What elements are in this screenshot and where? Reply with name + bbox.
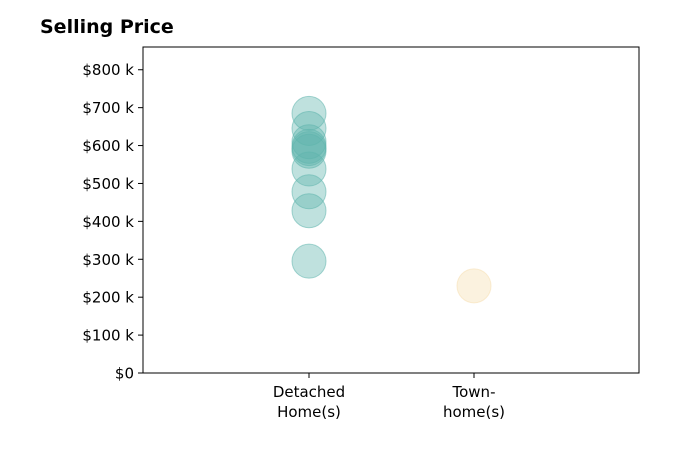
y-tick-label: $0 (115, 365, 134, 383)
x-tick-label: Detached (273, 383, 345, 401)
y-tick-label: $400 k (82, 213, 134, 231)
data-point (291, 124, 327, 160)
data-point (291, 174, 327, 210)
y-tick-label: $500 k (82, 175, 134, 193)
x-tick-label: Home(s) (277, 403, 341, 421)
y-tick-label: $100 k (82, 327, 134, 345)
y-tick-label: $600 k (82, 137, 134, 155)
y-tick-label: $200 k (82, 289, 134, 307)
y-tick-label: $300 k (82, 251, 134, 269)
y-tick-label: $700 k (82, 99, 134, 117)
data-point (291, 133, 327, 169)
y-tick-label: $800 k (82, 61, 134, 79)
plot-frame (142, 46, 640, 374)
x-tick-label: home(s) (443, 403, 505, 421)
x-tick-label: Town- (452, 383, 496, 401)
data-point (291, 243, 327, 279)
x-axis: Detached Home(s) Town-home(s) (273, 373, 505, 421)
data-points (291, 95, 492, 304)
data-point (291, 193, 327, 229)
data-point (456, 268, 492, 304)
chart-title: Selling Price (40, 16, 174, 38)
data-point (291, 95, 327, 131)
y-axis: $0 $100 k $200 k $300 k $400 k $500 k $600 k $7… (82, 61, 143, 383)
